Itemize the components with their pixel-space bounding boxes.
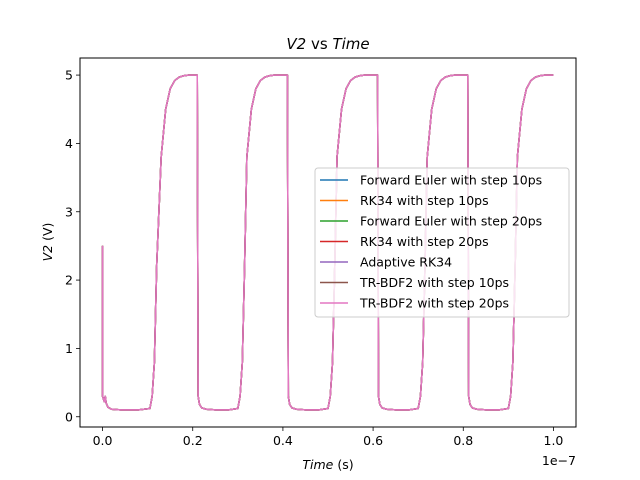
legend-label: TR-BDF2 with step 10ps [359, 275, 509, 290]
legend-label: Forward Euler with step 10ps [360, 173, 542, 188]
x-tick-label: 0.0 [93, 433, 113, 448]
legend-label: RK34 with step 20ps [360, 234, 489, 249]
legend-label: RK34 with step 10ps [360, 193, 489, 208]
legend-label: Forward Euler with step 20ps [360, 214, 542, 229]
chart-title: V2 vs Time [286, 35, 369, 53]
axes-frame [79, 57, 577, 428]
x-axis-label: Time (s) [302, 457, 353, 472]
y-tick-label: 4 [65, 136, 73, 151]
series-layer [101, 74, 554, 411]
x-tick-label: 0.8 [453, 433, 473, 448]
legend-label: Adaptive RK34 [360, 255, 452, 270]
y-tick-label: 5 [65, 68, 73, 83]
legend-label: TR-BDF2 with step 20ps [359, 296, 509, 311]
x-tick-label: 1.0 [544, 433, 564, 448]
y-tick-label: 0 [65, 409, 73, 424]
y-tick-label: 1 [65, 341, 73, 356]
x-axis-ticks: 0.0 0.2 0.4 0.6 0.8 1.0 [93, 427, 564, 448]
y-tick-label: 2 [65, 273, 73, 288]
series-line-7 [101, 74, 554, 411]
x-axis-offset-text: 1e−7 [542, 453, 576, 468]
legend-box [314, 167, 570, 318]
y-axis-label: V2 (V) [40, 223, 55, 262]
y-tick-label: 3 [65, 204, 73, 219]
y-axis-ticks: 0 1 2 3 4 5 [65, 68, 80, 424]
x-tick-label: 0.6 [363, 433, 383, 448]
legend: Forward Euler with step 10ps RK34 with st… [314, 167, 570, 318]
x-tick-label: 0.4 [273, 433, 293, 448]
x-tick-label: 0.2 [183, 433, 203, 448]
